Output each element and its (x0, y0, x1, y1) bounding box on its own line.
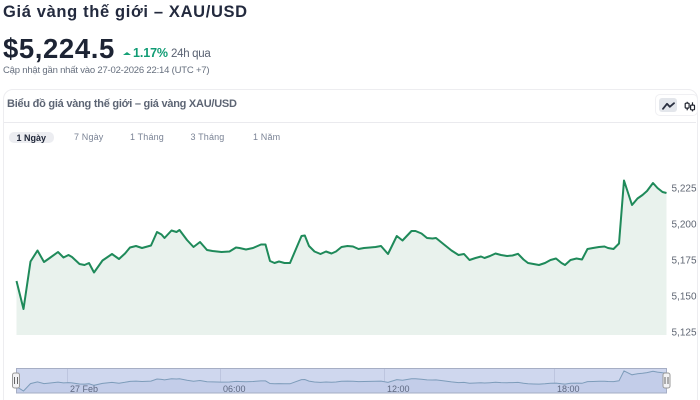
svg-text:27 Feb: 27 Feb (70, 384, 98, 394)
svg-text:12:00: 12:00 (387, 384, 410, 394)
svg-text:5,175: 5,175 (672, 256, 697, 267)
svg-text:5,125: 5,125 (672, 328, 697, 339)
svg-text:06:00: 06:00 (223, 384, 246, 394)
svg-text:5,225: 5,225 (672, 184, 697, 195)
svg-text:5,150: 5,150 (672, 292, 697, 303)
svg-text:5,200: 5,200 (672, 220, 697, 231)
svg-text:18:00: 18:00 (557, 384, 580, 394)
